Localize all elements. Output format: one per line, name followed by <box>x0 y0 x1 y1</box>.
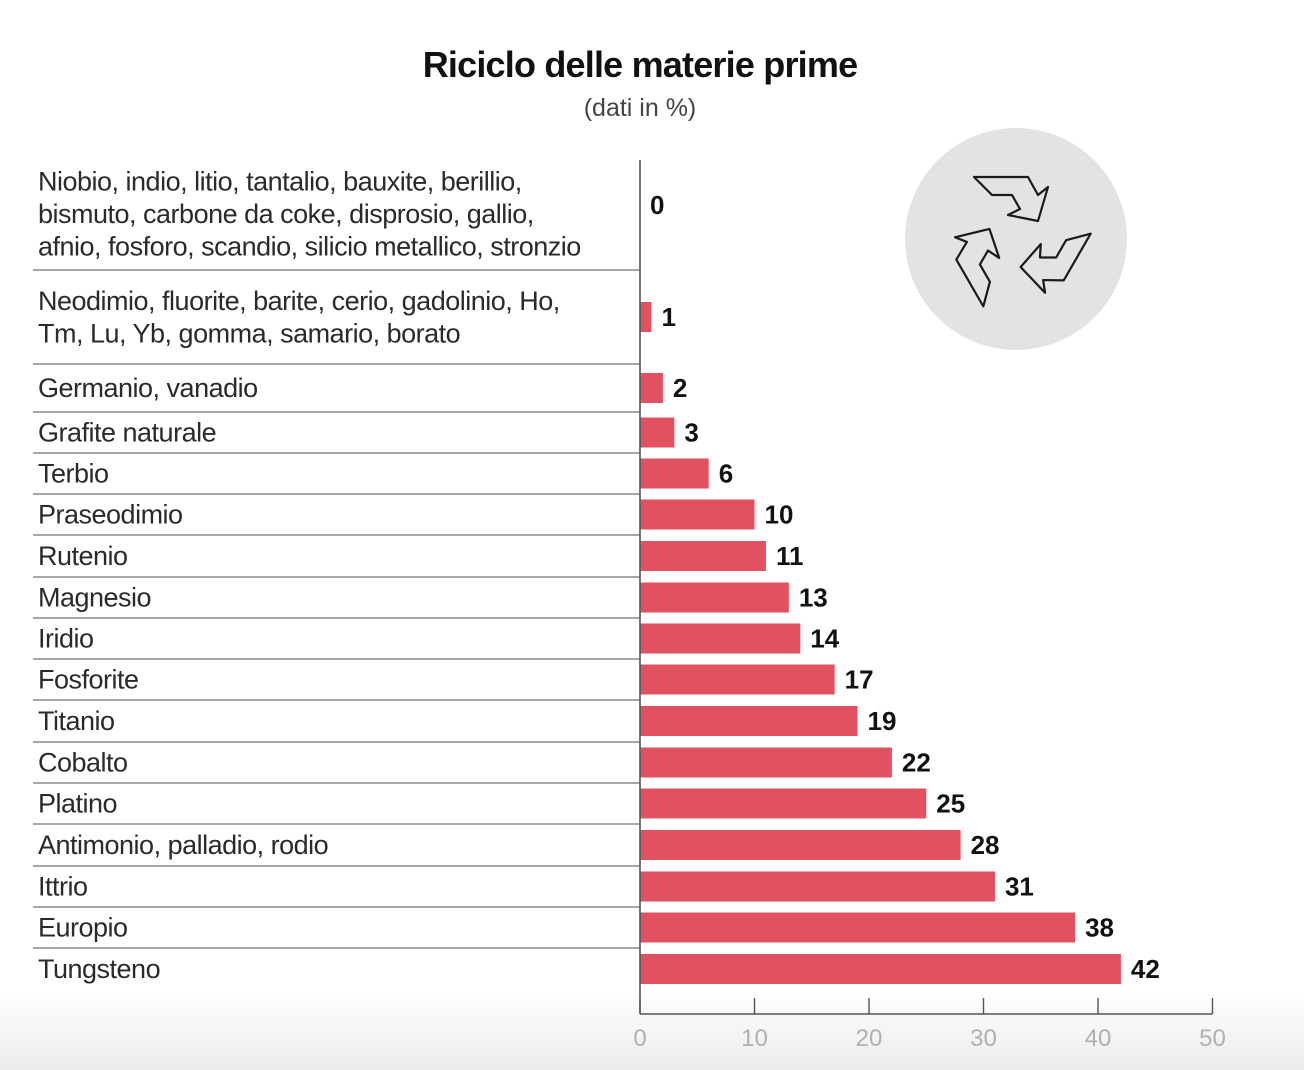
category-label: Terbio <box>38 459 109 489</box>
value-label: 6 <box>719 459 733 489</box>
x-tick-label: 10 <box>741 1025 768 1052</box>
bar <box>640 499 755 530</box>
bar <box>640 912 1076 943</box>
x-tick-label: 30 <box>970 1025 997 1052</box>
x-tick-label: 0 <box>633 1025 646 1052</box>
value-label: 1 <box>661 302 675 332</box>
value-label: 14 <box>810 624 839 654</box>
bar <box>640 541 766 571</box>
value-label: 0 <box>650 190 664 220</box>
value-label: 42 <box>1131 954 1160 984</box>
value-label: 28 <box>971 830 1000 860</box>
bar <box>640 582 789 613</box>
value-label: 11 <box>776 541 804 571</box>
bar <box>640 373 663 403</box>
value-label: 17 <box>845 665 874 695</box>
value-label: 13 <box>799 583 828 613</box>
category-label: Tungsteno <box>38 954 160 984</box>
value-label: 3 <box>684 418 698 448</box>
chart-subtitle: (dati in %) <box>583 94 697 122</box>
category-label: Tm, Lu, Yb, gomma, samario, borato <box>38 318 460 348</box>
category-label: Titanio <box>38 706 115 736</box>
x-tick-label: 50 <box>1199 1025 1226 1052</box>
chart-title: Riciclo delle materie prime <box>422 44 858 85</box>
bar <box>640 871 995 902</box>
category-label: Fosforite <box>38 665 139 695</box>
value-label: 2 <box>673 373 687 403</box>
category-label: Neodimio, fluorite, barite, cerio, gadol… <box>38 286 560 316</box>
x-tick-label: 20 <box>856 1025 883 1052</box>
category-label: afnio, fosforo, scandio, silicio metalli… <box>38 232 581 262</box>
bar <box>640 623 801 654</box>
category-label: Praseodimio <box>38 500 183 530</box>
bottom-fade <box>0 990 1304 1070</box>
category-label: Germanio, vanadio <box>38 373 258 403</box>
category-label: bismuto, carbone da coke, disprosio, gal… <box>38 199 534 229</box>
value-label: 25 <box>936 789 965 819</box>
category-label: Antimonio, palladio, rodio <box>38 830 328 860</box>
bar <box>640 747 892 778</box>
bar <box>640 706 858 736</box>
category-label: Ittrio <box>38 872 88 902</box>
bar <box>640 417 675 448</box>
x-tick-label: 40 <box>1085 1025 1112 1052</box>
bar <box>640 664 835 695</box>
category-label: Europio <box>38 913 128 943</box>
category-label: Grafite naturale <box>38 418 216 448</box>
value-label: 19 <box>868 706 897 736</box>
category-label: Cobalto <box>38 748 128 778</box>
value-label: 31 <box>1005 872 1034 902</box>
category-label: Iridio <box>38 624 94 654</box>
value-label: 10 <box>765 500 794 530</box>
category-label: Niobio, indio, litio, tantalio, bauxite,… <box>38 167 522 197</box>
bar <box>640 458 709 489</box>
category-label: Magnesio <box>38 583 151 613</box>
bar <box>640 830 961 860</box>
bar <box>640 788 927 819</box>
value-label: 22 <box>902 748 931 778</box>
category-label: Rutenio <box>38 541 128 571</box>
category-label: Platino <box>38 789 117 819</box>
bar <box>640 954 1121 984</box>
recycle-icon <box>905 128 1127 350</box>
value-label: 38 <box>1085 913 1114 943</box>
bar <box>640 302 652 332</box>
